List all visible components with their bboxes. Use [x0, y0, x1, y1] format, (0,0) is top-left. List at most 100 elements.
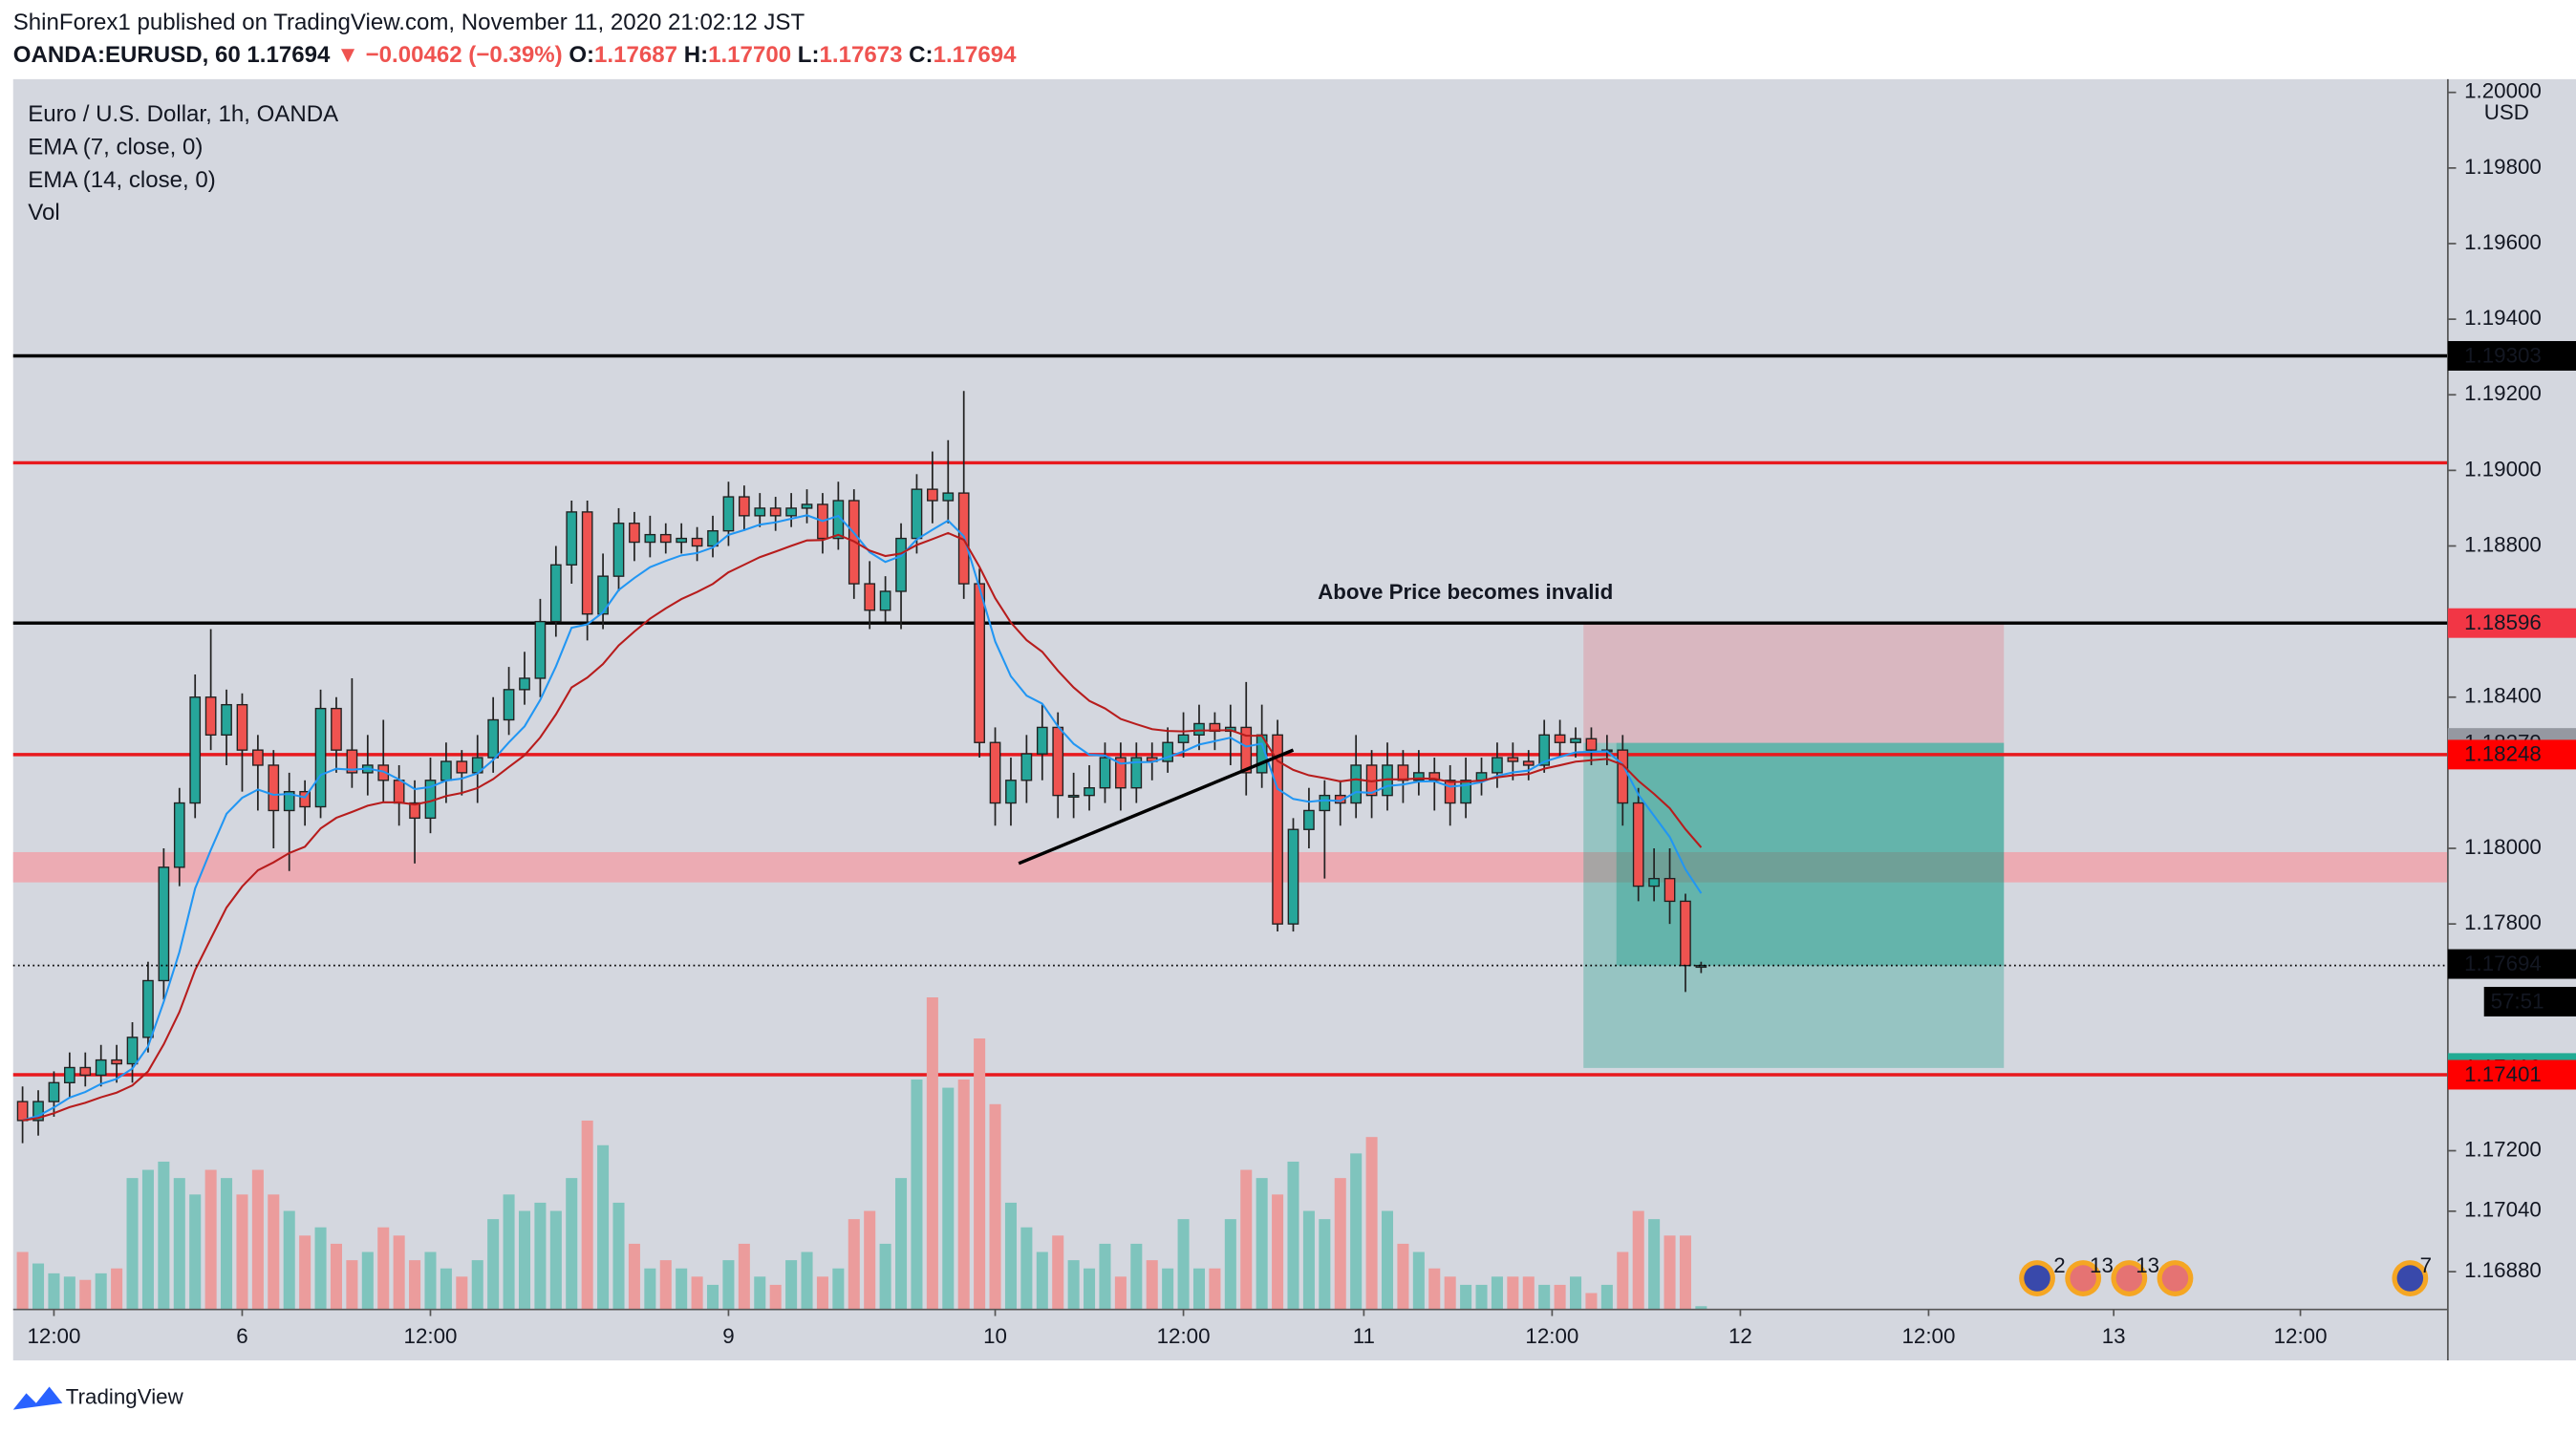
candle-body [707, 529, 719, 547]
legend-entry: EMA (7, close, 0) [28, 134, 203, 160]
trend-line [1018, 748, 1295, 866]
open: 1.17687 [594, 42, 677, 68]
candle-body [142, 979, 154, 1038]
price-label-bg [2447, 1059, 2576, 1090]
y-tick-label: 1.18400 [2464, 684, 2542, 708]
volume-bar [518, 1210, 531, 1310]
time-axis [12, 1309, 2448, 1360]
volume-bar [32, 1263, 45, 1310]
volume-bar [268, 1194, 280, 1310]
candle-body [126, 1037, 139, 1065]
volume-bar [1679, 1235, 1691, 1310]
volume-bar [676, 1268, 688, 1310]
event-icon [2024, 1265, 2050, 1292]
volume-bar [1334, 1178, 1346, 1310]
candle-body [111, 1059, 122, 1065]
candle-body [1585, 738, 1598, 751]
volume-bar [911, 1079, 923, 1310]
volume-bar [738, 1243, 750, 1310]
volume-bar [1319, 1219, 1331, 1310]
volume-bar [989, 1103, 1001, 1310]
volume-bar [1397, 1243, 1409, 1310]
volume-bar [549, 1210, 562, 1310]
y-tick-label: 1.20000 [2464, 79, 2542, 103]
candle-body [1084, 787, 1095, 797]
volume-bar [1067, 1260, 1080, 1310]
candle-body [95, 1059, 107, 1077]
volume-bar [1365, 1137, 1378, 1310]
volume-bar [251, 1169, 264, 1310]
candle-body [739, 496, 750, 517]
brand-logo [12, 1386, 63, 1410]
volume-bar [377, 1227, 390, 1310]
volume-bar [1272, 1194, 1284, 1310]
close-label: C: [909, 42, 933, 68]
candle-body [1617, 749, 1629, 804]
candle-body [48, 1081, 60, 1102]
volume-bar [1475, 1284, 1488, 1310]
volume-bar [1491, 1276, 1503, 1310]
candle-body [911, 488, 923, 540]
volume-bar [158, 1161, 170, 1310]
y-tick-label: 1.17200 [2464, 1137, 2542, 1161]
candle-body [268, 764, 280, 812]
x-tick-label: 12 [1728, 1324, 1752, 1348]
candle-body [629, 523, 640, 544]
y-tick-label: 1.19200 [2464, 381, 2542, 405]
candle-body [1570, 738, 1581, 743]
candle-body [1554, 734, 1566, 743]
candle-body [1664, 877, 1676, 903]
low: 1.17673 [820, 42, 903, 68]
volume-bar [79, 1279, 92, 1310]
candle-body [1444, 780, 1456, 804]
volume-bar [628, 1243, 640, 1310]
volume-bar [659, 1260, 672, 1310]
y-tick-label: 1.18800 [2464, 532, 2542, 556]
volume-bar [1256, 1178, 1268, 1310]
volume-bar [1350, 1153, 1363, 1310]
volume-bar [1177, 1219, 1190, 1310]
x-tick-label: 12:00 [404, 1324, 458, 1348]
volume-bar [801, 1251, 813, 1310]
candle-body [1020, 753, 1033, 781]
candle-body [64, 1066, 75, 1084]
candle-body [1067, 794, 1080, 799]
open-profit [1616, 742, 2005, 966]
high-label: H: [684, 42, 708, 68]
volume-bar [471, 1260, 483, 1310]
volume-bar [173, 1178, 185, 1310]
x-tick-label: 12:00 [1157, 1324, 1211, 1348]
volume-bar [204, 1169, 217, 1310]
volume-bar [1460, 1284, 1472, 1310]
candle-body [252, 749, 264, 766]
volume-bar [299, 1235, 311, 1310]
price-label-bg [2447, 739, 2576, 770]
open-label: O: [569, 42, 594, 68]
y-tick-label: 1.17040 [2464, 1198, 2542, 1222]
volume-bar [1036, 1251, 1048, 1310]
volume-bar [1412, 1251, 1425, 1310]
candle-body [173, 802, 185, 868]
plot: Above Price becomes invalid 1.20000 1.1980… [12, 79, 2576, 1360]
price-label: 1.18248 [2464, 742, 2542, 766]
volume-bar [864, 1210, 876, 1310]
x-tick-label: 12:00 [27, 1324, 80, 1348]
candle-body [754, 507, 766, 517]
chart-pane [12, 78, 2448, 1310]
candle-body [1397, 764, 1409, 781]
candle-body [832, 500, 845, 540]
candle-body [612, 523, 625, 577]
volume-bar [330, 1243, 342, 1310]
volume-bar [769, 1284, 782, 1310]
volume-bar [95, 1273, 107, 1310]
volume-bar [566, 1178, 578, 1310]
volume-bar [1695, 1306, 1707, 1310]
candle-body [927, 488, 938, 502]
candle-body [942, 492, 955, 502]
events: 2 13 13 7 [2019, 1253, 2432, 1296]
volume-bar [1302, 1210, 1315, 1310]
candle-body [314, 707, 327, 808]
candle-body [331, 707, 342, 751]
x-tick-label: 6 [236, 1324, 247, 1348]
